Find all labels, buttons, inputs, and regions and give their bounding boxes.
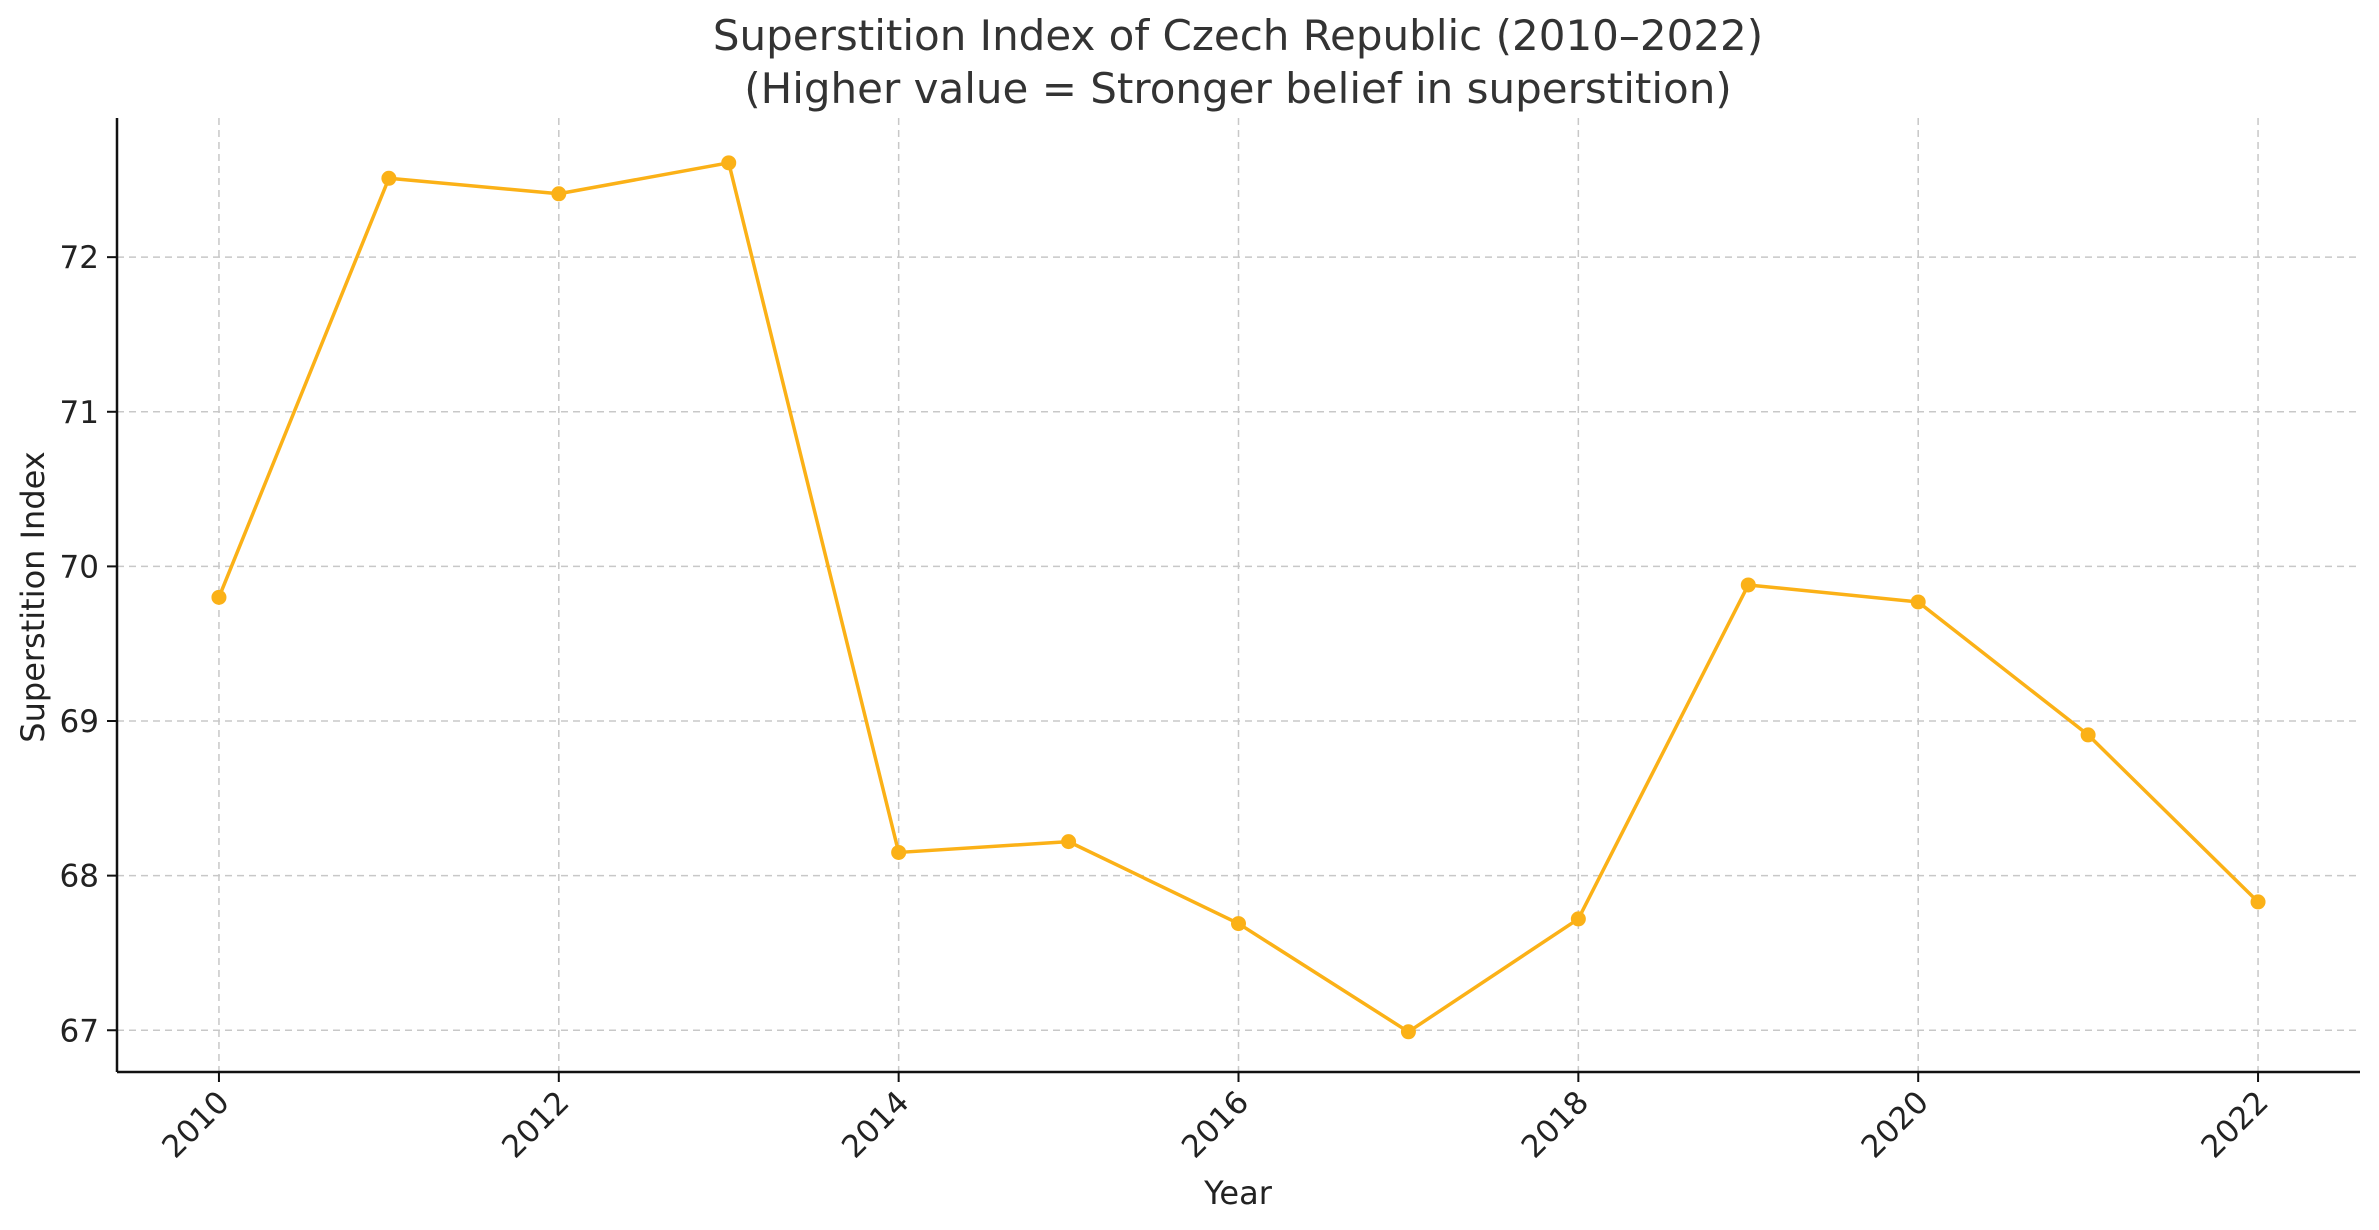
y-tick-label: 68 — [60, 859, 99, 895]
y-tick-label: 71 — [60, 395, 99, 431]
data-point — [2250, 894, 2266, 910]
data-point — [381, 170, 397, 186]
y-axis-ticks: 67 68 69 70 71 72 — [60, 240, 117, 1049]
x-tick-label: 2012 — [495, 1084, 576, 1165]
x-tick-label: 2022 — [2194, 1084, 2275, 1165]
data-point — [551, 186, 567, 202]
data-point — [1400, 1024, 1416, 1040]
y-tick-label: 72 — [60, 240, 99, 276]
series-layer — [211, 155, 2266, 1040]
x-axis-ticks: 2010 2012 2014 2016 2018 2020 2022 — [155, 1072, 2276, 1165]
x-tick-label: 2014 — [835, 1084, 916, 1165]
data-point — [1740, 577, 1756, 593]
x-tick-label: 2010 — [155, 1084, 236, 1165]
x-axis-label: Year — [1203, 1174, 1273, 1212]
data-point — [1570, 911, 1586, 927]
grid-lines — [117, 118, 2360, 1072]
y-tick-label: 67 — [60, 1013, 99, 1049]
y-axis-label: Superstition Index — [14, 451, 52, 742]
y-tick-label: 69 — [60, 704, 99, 740]
data-point — [211, 589, 227, 605]
data-point — [1061, 834, 1077, 850]
data-point — [1231, 916, 1246, 932]
y-tick-label: 70 — [60, 549, 99, 585]
x-tick-label: 2020 — [1855, 1084, 1936, 1165]
x-tick-label: 2016 — [1175, 1084, 1256, 1165]
chart-title-line-1: Superstition Index of Czech Republic (20… — [713, 11, 1763, 60]
chart-title-line-2: (Higher value = Stronger belief in super… — [744, 64, 1731, 113]
x-tick-label: 2018 — [1515, 1084, 1596, 1165]
data-point — [891, 844, 907, 860]
data-point — [1910, 594, 1926, 610]
data-point — [2080, 727, 2096, 743]
data-point — [721, 155, 737, 171]
